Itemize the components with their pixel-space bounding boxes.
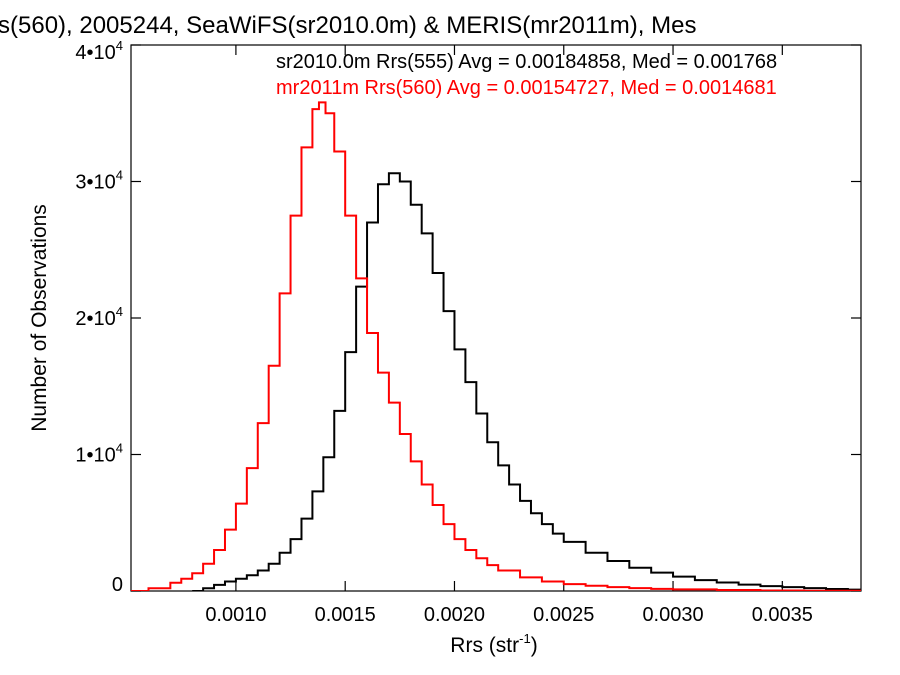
legend-entry-0: sr2010.0m Rrs(555) Avg = 0.00184858, Med… bbox=[276, 51, 777, 73]
y-tick-exponent: 4 bbox=[116, 38, 123, 53]
y-tick-exponent: 4 bbox=[116, 441, 123, 456]
chart-title: s(560), 2005244, SeaWiFS(sr2010.0m) & ME… bbox=[0, 12, 696, 39]
x-tick-label: 0.0010 bbox=[205, 604, 266, 626]
x-axis-title-xlabel-sup: -1 bbox=[519, 631, 531, 646]
x-axis-title: Rrs (str-1) bbox=[450, 631, 537, 657]
y-tick-exponent: 4 bbox=[116, 168, 123, 183]
x-tick-label: 0.0020 bbox=[424, 604, 485, 626]
legend: sr2010.0m Rrs(555) Avg = 0.00184858, Med… bbox=[276, 51, 777, 99]
x-tick-label: 0.0030 bbox=[642, 604, 703, 626]
x-axis-title-xlabel: Rrs (str bbox=[450, 634, 519, 657]
series-line-1 bbox=[131, 101, 861, 591]
y-tick-mantissa: 2•10 bbox=[75, 308, 115, 330]
y-axis-title: Number of Observations bbox=[28, 204, 51, 432]
y-tick-label: 2•104 bbox=[75, 304, 123, 330]
y-tick-label: 3•104 bbox=[75, 168, 123, 194]
series-line-0 bbox=[192, 172, 861, 591]
y-tick-mantissa: 4•10 bbox=[75, 42, 115, 64]
y-tick-label: 4•104 bbox=[75, 38, 123, 64]
y-tick-mantissa: 3•10 bbox=[75, 172, 115, 194]
x-tick-label: 0.0015 bbox=[315, 604, 376, 626]
y-tick-mantissa: 0 bbox=[112, 574, 123, 596]
y-tick-exponent: 4 bbox=[116, 304, 123, 319]
y-tick-label: 0 bbox=[112, 574, 123, 596]
y-tick-mantissa: 1•10 bbox=[75, 445, 115, 467]
x-tick-label: 0.0035 bbox=[752, 604, 813, 626]
series-layer bbox=[131, 101, 861, 591]
plot-frame bbox=[130, 44, 862, 592]
x-axis-ticks: 0.0010 0.0015 0.0020 0.0025 0.0030 0.0035 bbox=[205, 45, 813, 626]
y-tick-label: 1•104 bbox=[75, 441, 123, 467]
legend-entry-1: mr2011m Rrs(560) Avg = 0.00154727, Med =… bbox=[276, 77, 777, 99]
x-tick-label: 0.0025 bbox=[533, 604, 594, 626]
x-axis-title-xlabel-close: ) bbox=[531, 634, 538, 657]
